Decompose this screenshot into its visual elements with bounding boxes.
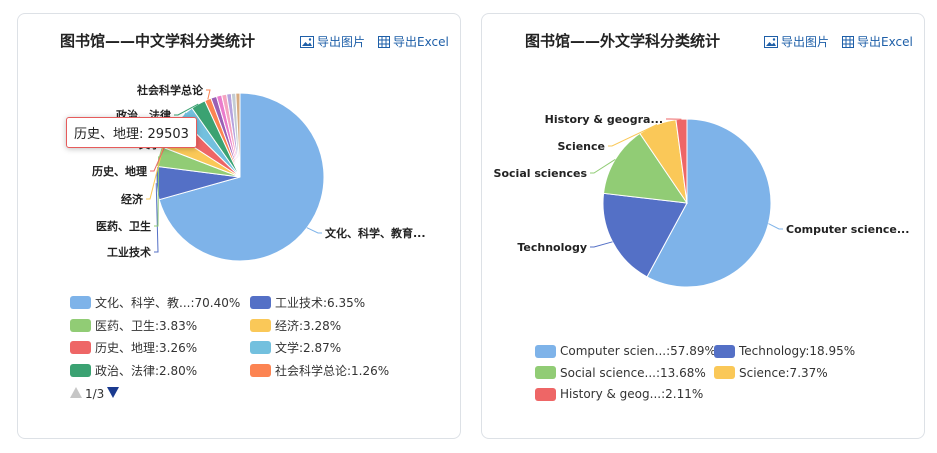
left-slice-label-item-3: 经济	[121, 192, 144, 206]
legend-swatch	[535, 366, 556, 379]
left-legend-item-item-3[interactable]: 经济:3.28%	[250, 317, 341, 334]
legend-swatch	[70, 341, 91, 354]
chinese-subjects-card: 文化、科学、教育...工业技术医药、卫生经济历史、地理文学政治、法律社会科学总论…	[17, 13, 461, 439]
right-slice-label-computer-science: Computer science...	[786, 223, 909, 236]
page-down-icon[interactable]	[107, 387, 120, 401]
left-slice-label-item-0: 文化、科学、教育...	[325, 226, 426, 240]
legend-label: 社会科学总论:1.26%	[275, 363, 390, 378]
legend-swatch	[70, 318, 91, 332]
legend-swatch	[70, 296, 91, 309]
export-image-button-right[interactable]: 导出图片	[764, 33, 829, 50]
chinese-subjects-title: 图书馆——中文学科分类统计	[60, 32, 256, 50]
left-label-line-item-6	[174, 103, 199, 116]
left-label-line-item-3	[146, 138, 166, 200]
right-legend-item-history-geogra[interactable]: History & geog...:2.11%	[535, 387, 703, 401]
foreign-subjects-title: 图书馆——外文学科分类统计	[525, 32, 721, 50]
legend-swatch	[535, 387, 556, 401]
right-slice-label-social-sciences: Social sciences	[494, 167, 588, 180]
right-pie-slice-computer-science[interactable]	[646, 118, 772, 288]
legend-swatch	[714, 344, 735, 358]
legend-swatch	[250, 318, 271, 332]
left-legend-item-item-2[interactable]: 医药、卫生:3.83%	[70, 317, 197, 334]
page-indicator: 1/3	[85, 387, 105, 401]
legend-label: 经济:3.28%	[275, 318, 342, 333]
left-legend-item-item-6[interactable]: 政治、法律:2.80%	[70, 362, 197, 379]
left-legend-item-item-1[interactable]: 工业技术:6.35%	[250, 294, 365, 311]
export-image-button-left[interactable]: 导出图片	[300, 33, 365, 50]
left-label-line-item-0	[306, 227, 322, 234]
right-slice-label-science: Science	[558, 140, 606, 153]
left-pie-slice-item-13[interactable]	[235, 92, 241, 178]
export-image-label: 导出图片	[781, 35, 830, 49]
legend-label: Social science...:13.68%	[560, 365, 706, 380]
left-legend-item-item-4[interactable]: 历史、地理:3.26%	[70, 339, 197, 356]
tooltip-name: 历史、地理	[74, 127, 140, 142]
legend-swatch	[714, 366, 735, 379]
page-up-icon[interactable]	[70, 387, 82, 401]
legend-swatch	[535, 344, 556, 358]
right-legend-item-science[interactable]: Science:7.37%	[714, 366, 828, 380]
legend-label: 政治、法律:2.80%	[95, 363, 198, 378]
legend-label: Computer scien...:57.89%	[560, 344, 716, 358]
legend-label: History & geog...:2.11%	[560, 387, 704, 401]
right-label-line-technology	[590, 241, 613, 248]
left-label-line-item-1	[154, 183, 159, 253]
legend-label: 文学:2.87%	[275, 341, 342, 355]
left-slice-label-item-7: 社会科学总论	[136, 83, 204, 97]
right-legend-item-computer-science[interactable]: Computer scien...:57.89%	[535, 344, 716, 358]
legend-label: Science:7.37%	[739, 365, 828, 380]
table-icon	[378, 35, 390, 48]
right-slice-label-technology: Technology	[517, 241, 587, 254]
legend-swatch	[250, 341, 271, 354]
right-pie-slice-history-geogra[interactable]	[675, 118, 688, 204]
left-pie-slice-item-0[interactable]	[158, 92, 325, 262]
export-image-label: 导出图片	[317, 35, 366, 49]
foreign-subjects-card: Computer science... Technology Social scie…	[481, 13, 925, 439]
right-slice-label-history-geogra: History & geogra...	[545, 113, 663, 126]
left-slice-label-item-2: 医药、卫生	[96, 219, 151, 233]
foreign-subjects-pie-chart: Computer science... Technology Social scie…	[494, 113, 909, 288]
right-label-line-computer-science	[768, 223, 783, 230]
legend-label: 工业技术:6.35%	[275, 296, 366, 310]
slice-tooltip: 历史、地理: 29503	[66, 117, 197, 148]
legend-swatch	[250, 296, 271, 309]
image-icon	[300, 35, 314, 48]
legend-swatch	[70, 363, 91, 377]
left-label-line-item-2	[154, 156, 160, 227]
export-excel-button-left[interactable]: 导出Excel	[378, 33, 449, 50]
tooltip-value: 29503	[147, 127, 189, 142]
legend-label: 医药、卫生:3.83%	[95, 318, 198, 333]
right-label-line-social-sciences	[590, 158, 616, 174]
right-legend-item-technology[interactable]: Technology:18.95%	[714, 344, 855, 358]
legend-pager: 1/3	[70, 387, 120, 401]
legend-swatch	[250, 363, 271, 377]
image-icon	[764, 35, 778, 48]
left-legend-item-item-7[interactable]: 社会科学总论:1.26%	[250, 362, 389, 379]
legend-label: 历史、地理:3.26%	[95, 341, 198, 355]
left-slice-label-item-4: 历史、地理	[92, 164, 147, 178]
left-legend-item-item-5[interactable]: 文学:2.87%	[250, 339, 341, 356]
table-icon	[842, 35, 854, 48]
right-label-line-science	[608, 124, 658, 147]
export-excel-button-right[interactable]: 导出Excel	[842, 33, 913, 50]
left-label-line-item-7	[206, 89, 211, 100]
right-legend-item-social-sciences[interactable]: Social science...:13.68%	[535, 366, 706, 380]
export-excel-label: 导出Excel	[393, 35, 449, 49]
left-slice-label-item-1: 工业技术	[107, 245, 151, 259]
legend-label: Technology:18.95%	[739, 344, 856, 358]
legend-label: 文化、科学、教...:70.40%	[95, 296, 241, 310]
left-legend-item-item-0[interactable]: 文化、科学、教...:70.40%	[70, 294, 240, 311]
export-excel-label: 导出Excel	[857, 35, 913, 49]
